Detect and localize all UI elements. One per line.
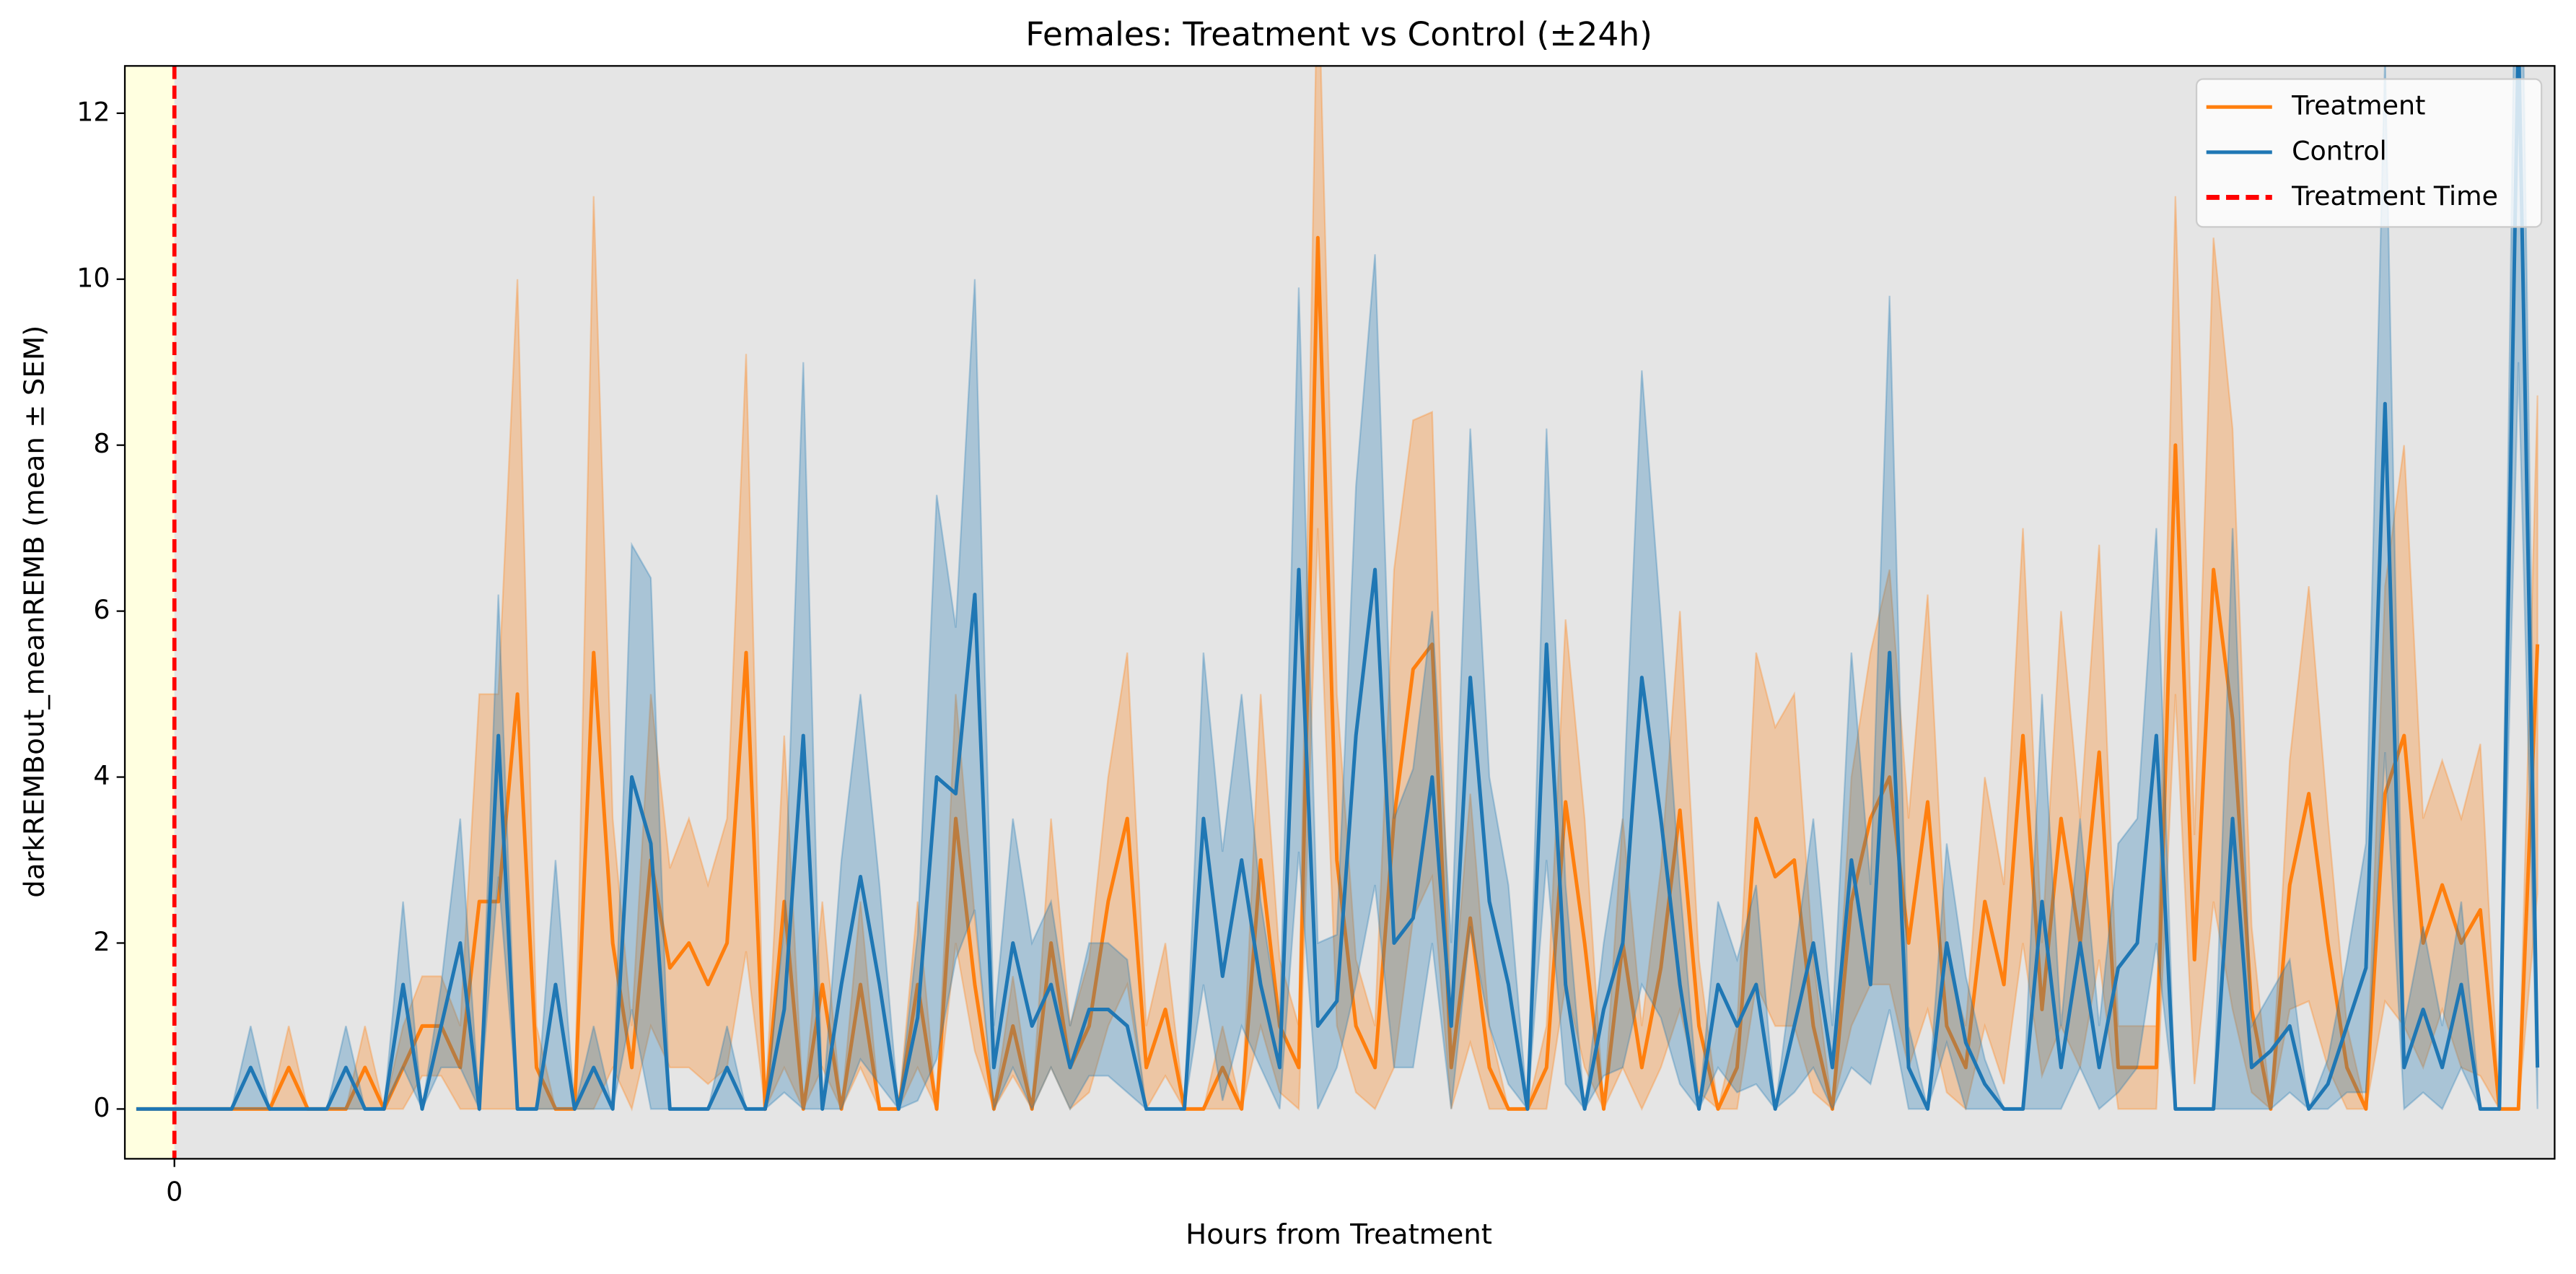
x-axis-label: Hours from Treatment — [1186, 1218, 1492, 1251]
y-tick-label: 2 — [93, 926, 110, 957]
y-axis-label: darkREMBout_meanREMB (mean ± SEM) — [19, 326, 51, 898]
x-tick-label: 0 — [166, 1177, 183, 1208]
line — [136, 235, 2540, 1111]
y-tick-label: 12 — [76, 96, 110, 127]
pre-treatment-span — [125, 66, 175, 1159]
y-tick-label: 6 — [93, 594, 110, 625]
y-tick-label: 4 — [93, 760, 110, 791]
y-tick-label: 0 — [93, 1092, 110, 1123]
legend-box — [2195, 78, 2543, 228]
chart-title: Females: Treatment vs Control (±24h) — [1025, 15, 1652, 53]
y-tick-label: 8 — [93, 428, 110, 459]
axes-frame — [123, 65, 2556, 1160]
plot-area — [125, 66, 2555, 1159]
y-tick-label: 10 — [76, 262, 110, 293]
line — [136, 66, 2540, 1111]
legend-label: Treatment Time — [2291, 180, 2498, 211]
legend-label: Treatment — [2291, 90, 2425, 121]
axes: 0 2 4 6 8 10 12 0 Treatment Control Treatment Time — [76, 65, 2556, 1208]
legend-label: Control — [2292, 135, 2387, 166]
